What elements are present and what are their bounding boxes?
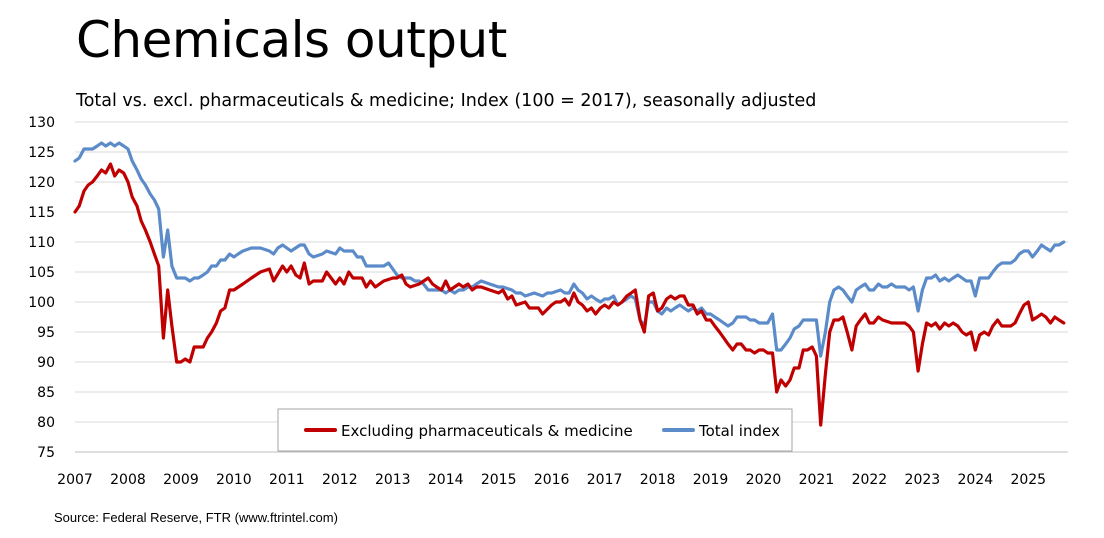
- y-tick-label: 75: [37, 445, 55, 461]
- chart-title: Chemicals output: [76, 11, 507, 69]
- x-tick-label: 2009: [163, 472, 199, 488]
- y-tick-label: 90: [37, 355, 55, 371]
- series-line-excluding-pharma: [73, 162, 1066, 427]
- x-tick-label: 2025: [1010, 472, 1046, 488]
- x-tick-label: 2021: [799, 472, 835, 488]
- legend-label-total-index: Total index: [698, 422, 780, 440]
- x-tick-label: 2013: [375, 472, 411, 488]
- x-tick-label: 2024: [957, 472, 993, 488]
- x-tick-label: 2018: [640, 472, 676, 488]
- y-tick-label: 120: [28, 175, 55, 191]
- legend: Excluding pharmaceuticals & medicine Tot…: [277, 408, 793, 452]
- x-tick-label: 2010: [216, 472, 252, 488]
- y-tick-label: 85: [37, 385, 55, 401]
- x-tick-label: 2016: [534, 472, 570, 488]
- x-tick-label: 2011: [269, 472, 305, 488]
- chart-subtitle: Total vs. excl. pharmaceuticals & medici…: [76, 91, 817, 111]
- x-tick-label: 2022: [852, 472, 888, 488]
- line-chart: 75 80 85 90 95 100 105 110 115 120 125 130 2007 2008…: [28, 115, 1068, 488]
- y-tick-label: 130: [28, 115, 55, 131]
- y-tick-label: 80: [37, 415, 55, 431]
- y-tick-label: 110: [28, 235, 55, 251]
- x-axis-ticks: 2007 2008 2009 2010 2011 2012 2013 2014 2015 2016…: [57, 472, 1046, 488]
- x-tick-label: 2014: [428, 472, 464, 488]
- x-tick-label: 2019: [693, 472, 729, 488]
- x-tick-label: 2007: [57, 472, 93, 488]
- y-axis-ticks: 75 80 85 90 95 100 105 110 115 120 125 130: [28, 115, 55, 461]
- x-tick-label: 2020: [746, 472, 782, 488]
- legend-box: [277, 408, 793, 452]
- source-note: Source: Federal Reserve, FTR (www.ftrint…: [54, 510, 338, 525]
- x-tick-label: 2017: [587, 472, 623, 488]
- y-tick-label: 95: [37, 325, 55, 341]
- series-lines: [73, 141, 1066, 427]
- y-tick-label: 125: [28, 145, 55, 161]
- x-tick-label: 2015: [481, 472, 517, 488]
- y-tick-label: 100: [28, 295, 55, 311]
- y-tick-label: 105: [28, 265, 55, 281]
- y-tick-label: 115: [28, 205, 55, 221]
- series-line-total-index: [73, 141, 1066, 358]
- x-tick-label: 2008: [110, 472, 146, 488]
- x-tick-label: 2023: [905, 472, 941, 488]
- x-tick-label: 2012: [322, 472, 358, 488]
- legend-label-excluding-pharma: Excluding pharmaceuticals & medicine: [341, 422, 633, 440]
